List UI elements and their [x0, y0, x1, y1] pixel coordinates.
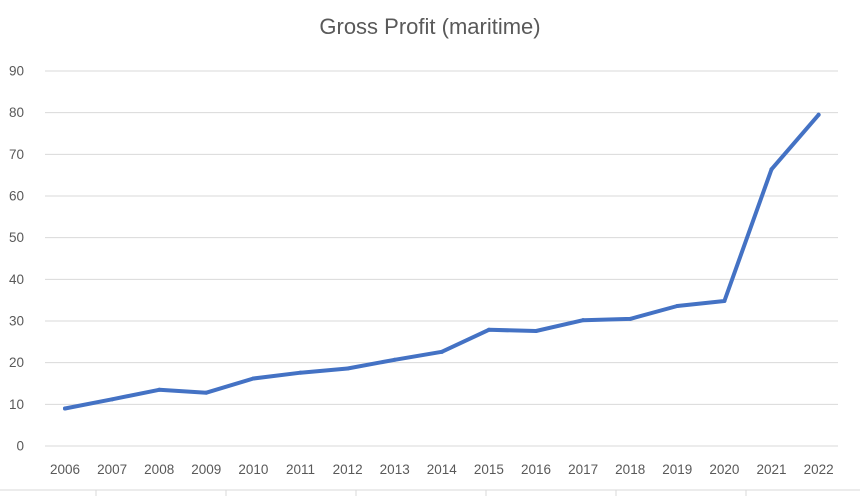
x-tick-label: 2006: [50, 462, 80, 477]
data-point: [534, 329, 538, 333]
x-tick-label: 2012: [333, 462, 363, 477]
x-tick-label: 2014: [427, 462, 458, 477]
gridlines: [45, 70, 838, 447]
data-point: [486, 327, 491, 332]
x-axis-ticks: 2006 2007 2008 2009 2010 2011 2012 2013 2014 2015…: [50, 462, 834, 477]
data-point: [345, 366, 350, 371]
data-point: [157, 387, 162, 392]
data-point: [298, 370, 303, 375]
data-point: [722, 299, 727, 303]
data-point: [581, 318, 586, 323]
x-tick-label: 2010: [238, 462, 268, 477]
series-line: [63, 112, 821, 411]
y-tick-label: 60: [9, 189, 24, 204]
data-point: [675, 304, 680, 308]
data-point: [204, 390, 209, 395]
y-tick-label: 50: [9, 230, 24, 245]
y-tick-label: 0: [16, 439, 24, 454]
x-tick-label: 2013: [380, 462, 410, 477]
y-axis-ticks: 0 10 20 30 40 50 60 70 80 90: [9, 64, 24, 454]
y-tick-label: 30: [9, 314, 24, 329]
x-tick-label: 2019: [662, 462, 692, 477]
data-point: [816, 112, 821, 117]
y-tick-label: 90: [9, 64, 24, 79]
x-tick-label: 2008: [144, 462, 174, 477]
y-tick-label: 80: [9, 105, 24, 120]
x-tick-label: 2016: [521, 462, 551, 477]
data-point: [63, 406, 67, 411]
x-tick-label: 2011: [286, 462, 315, 477]
bottom-axis: [0, 489, 860, 496]
data-point: [628, 316, 633, 321]
x-tick-label: 2009: [191, 462, 221, 477]
x-tick-label: 2017: [568, 462, 598, 477]
data-point: [110, 397, 115, 402]
x-tick-label: 2018: [615, 462, 645, 477]
x-tick-label: 2022: [804, 462, 834, 477]
series-group: [63, 112, 821, 411]
data-point: [251, 376, 256, 381]
y-tick-label: 70: [9, 147, 24, 162]
y-tick-label: 10: [9, 397, 24, 412]
x-tick-label: 2021: [756, 462, 786, 477]
y-tick-label: 20: [9, 355, 24, 370]
data-point: [392, 357, 397, 362]
x-tick-label: 2007: [97, 462, 127, 477]
data-point: [439, 349, 444, 354]
x-tick-label: 2020: [709, 462, 739, 477]
chart-title: Gross Profit (maritime): [319, 14, 541, 39]
x-tick-label: 2015: [474, 462, 504, 477]
data-point: [769, 167, 774, 172]
y-tick-label: 40: [9, 272, 24, 287]
